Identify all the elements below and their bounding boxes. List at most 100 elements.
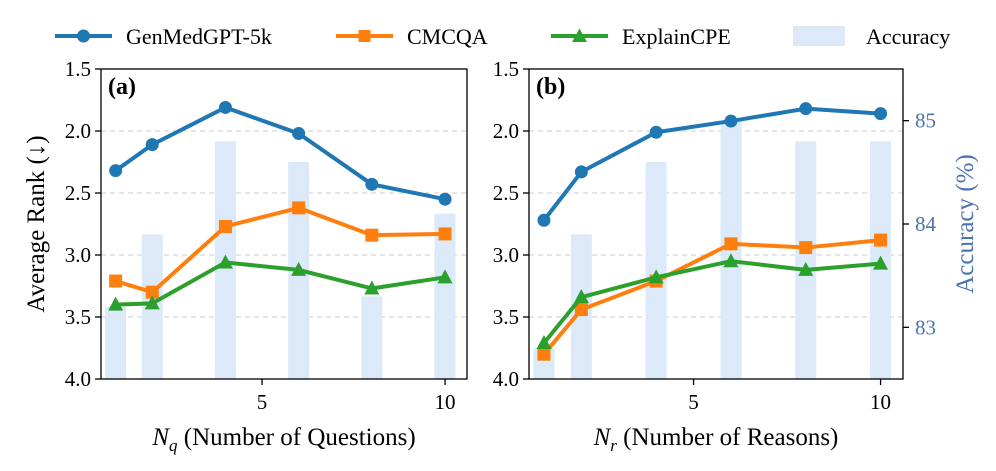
data-point-cmcqa [537, 347, 551, 361]
data-point-cmcqa [218, 219, 232, 233]
y-tick-label: 2.0 [493, 119, 519, 143]
data-point-cmcqa [365, 228, 379, 242]
panel-a-xticks: 5 10 [257, 379, 456, 414]
panel-b-acc-axis: 83 84 85 [903, 109, 937, 339]
y-tick-label: 2.5 [493, 181, 519, 205]
legend-item-explaincpe: ExplainCPE [551, 24, 731, 49]
data-point-cmcqa [145, 285, 159, 299]
data-point-genmedgpt-5k [218, 100, 232, 114]
panel-b: 1.5 2.0 2.5 3.0 3.5 4.0 5 10 83 84 85 (b) Accura… [493, 57, 979, 455]
data-point-cmcqa [109, 274, 123, 288]
series-line-cmcqa [542, 238, 881, 356]
panel-a-xlabel-sub: q [169, 436, 178, 455]
acc-tick-label: 85 [915, 109, 936, 133]
panel-b-xlabel-var: N [593, 424, 612, 451]
legend: GenMedGPT-5k CMCQA ExplainCPE Accuracy [55, 24, 950, 49]
panel-a-grid [101, 130, 467, 318]
data-point-explaincpe [536, 335, 552, 350]
series-line-genmedgpt-5k [542, 106, 881, 222]
panel-a: 1.5 2.0 2.5 3.0 3.5 4.0 5 10 (a) Average Rank … [23, 57, 468, 455]
legend-swatch-accuracy [793, 26, 845, 46]
panel-a-ylabel: Average Rank (↓) [23, 135, 50, 312]
y-tick-label: 3.5 [493, 305, 519, 329]
data-point-genmedgpt-5k [649, 125, 663, 139]
series-line-explaincpe [115, 260, 446, 307]
series-line-cmcqa [115, 205, 446, 295]
data-point-genmedgpt-5k [537, 213, 551, 227]
panel-a-xlabel: Nq (Number of Questions) [151, 424, 415, 455]
data-point-genmedgpt-5k [799, 102, 813, 116]
panel-b-bars [533, 120, 892, 380]
data-point-genmedgpt-5k [874, 107, 888, 121]
panel-a-label: (a) [108, 74, 136, 100]
panel-a-bars [105, 141, 456, 379]
x-tick-label: 5 [257, 390, 268, 414]
y-tick-label: 3.0 [493, 243, 519, 267]
data-point-genmedgpt-5k [145, 138, 159, 152]
y-tick-label: 1.5 [493, 57, 519, 81]
data-point-cmcqa [724, 237, 738, 251]
series-line-explaincpe [542, 259, 881, 345]
legend-item-accuracy: Accuracy [793, 24, 950, 49]
data-point-explaincpe [798, 261, 814, 276]
legend-item-cmcqa: CMCQA [336, 24, 488, 49]
panel-b-xlabel-rest: (Number of Reasons) [617, 424, 838, 451]
legend-label-explaincpe: ExplainCPE [622, 24, 731, 49]
accuracy-bar [361, 296, 383, 379]
panel-b-xticks: 5 10 [688, 379, 891, 414]
data-point-explaincpe [364, 280, 380, 295]
legend-marker-genmedgpt [77, 29, 90, 43]
acc-tick-label: 84 [915, 212, 937, 236]
accuracy-bar [105, 306, 127, 379]
accuracy-bar [795, 141, 817, 379]
data-point-explaincpe [108, 296, 124, 311]
x-tick-label: 5 [688, 390, 699, 414]
accuracy-bar [434, 213, 456, 379]
y-tick-label: 2.5 [65, 181, 91, 205]
legend-marker-cmcqa [358, 30, 371, 42]
panel-b-series [536, 102, 889, 361]
legend-label-genmedgpt: GenMedGPT-5k [126, 24, 272, 49]
y-tick-label: 3.0 [65, 243, 91, 267]
legend-item-genmedgpt: GenMedGPT-5k [55, 24, 272, 49]
panel-a-series [108, 100, 453, 311]
data-point-genmedgpt-5k [292, 126, 306, 140]
panel-a-xlabel-rest: (Number of Questions) [178, 424, 416, 451]
data-point-cmcqa [874, 233, 888, 247]
data-point-cmcqa [438, 227, 452, 241]
panel-a-frame [100, 68, 468, 380]
y-tick-label: 3.5 [65, 305, 91, 329]
x-tick-label: 10 [435, 390, 456, 414]
panel-a-xlabel-var: N [151, 424, 170, 451]
data-point-explaincpe [217, 254, 233, 269]
data-point-explaincpe [648, 269, 664, 284]
legend-marker-explaincpe [572, 28, 587, 42]
series-line-genmedgpt-5k [114, 105, 446, 202]
data-point-genmedgpt-5k [724, 114, 738, 128]
y-tick-label: 1.5 [65, 57, 91, 81]
legend-label-cmcqa: CMCQA [407, 24, 488, 49]
panel-b-acc-label: Accuracy (%) [952, 154, 979, 294]
y-tick-label: 4.0 [65, 367, 91, 391]
data-point-genmedgpt-5k [574, 165, 588, 179]
data-point-explaincpe [291, 261, 307, 276]
data-point-genmedgpt-5k [365, 177, 379, 191]
data-point-cmcqa [574, 303, 588, 317]
data-point-cmcqa [799, 241, 813, 255]
panel-b-label: (b) [536, 74, 565, 100]
panel-b-xlabel-sub: r [610, 436, 617, 455]
panel-b-yticks: 1.5 2.0 2.5 3.0 3.5 4.0 [493, 57, 529, 391]
data-point-cmcqa [292, 201, 306, 215]
data-point-genmedgpt-5k [109, 164, 123, 178]
data-point-genmedgpt-5k [438, 192, 452, 206]
data-point-explaincpe [437, 269, 453, 284]
legend-label-accuracy: Accuracy [866, 24, 950, 49]
data-point-explaincpe [144, 295, 160, 310]
data-point-explaincpe [573, 289, 589, 304]
x-tick-label: 10 [870, 390, 891, 414]
panel-b-xlabel: Nr (Number of Reasons) [593, 424, 839, 455]
y-tick-label: 2.0 [65, 119, 91, 143]
y-tick-label: 4.0 [493, 367, 519, 391]
data-point-explaincpe [873, 255, 889, 270]
